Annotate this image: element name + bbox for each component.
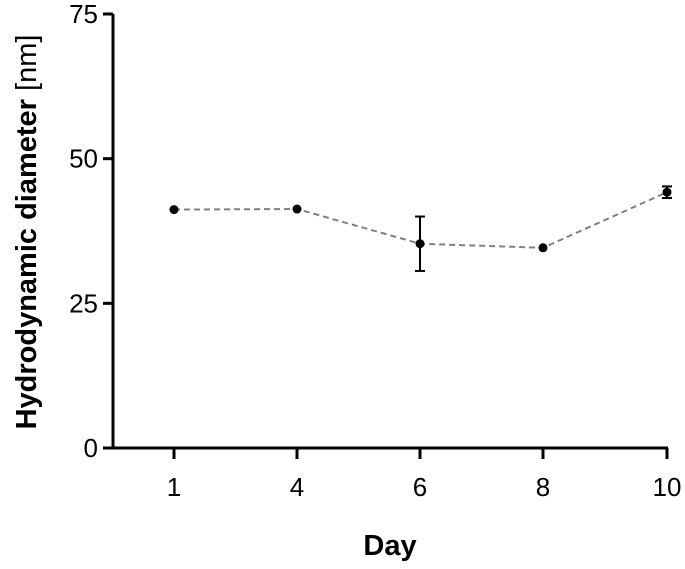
y-tick-label-1: 25 [69,288,98,318]
y-axis: 0 25 50 75 [69,0,115,463]
data-point-0 [169,205,179,215]
x-axis-title: Day [363,530,416,562]
data-point-4 [662,187,672,197]
y-axis-title: Hydrodynamic diameter [nm] [11,35,43,430]
data-point-1 [292,204,302,214]
y-tick-label-0: 0 [84,433,98,463]
x-tick-label-1: 4 [290,472,304,502]
x-tick-label-3: 8 [536,472,550,502]
x-tick-label-0: 1 [167,472,181,502]
y-axis-title-main: Hydrodynamic diameter [11,91,43,429]
y-tick-label-2: 50 [69,144,98,174]
x-tick-label-4: 10 [653,472,682,502]
series-marks [169,185,672,272]
y-tick-label-3: 75 [69,0,98,29]
data-point-3 [538,243,548,253]
data-point-2 [415,239,425,249]
x-axis: 1 4 6 8 10 [112,446,682,502]
y-axis-title-unit: [nm] [11,35,43,91]
x-tick-label-2: 6 [413,472,427,502]
